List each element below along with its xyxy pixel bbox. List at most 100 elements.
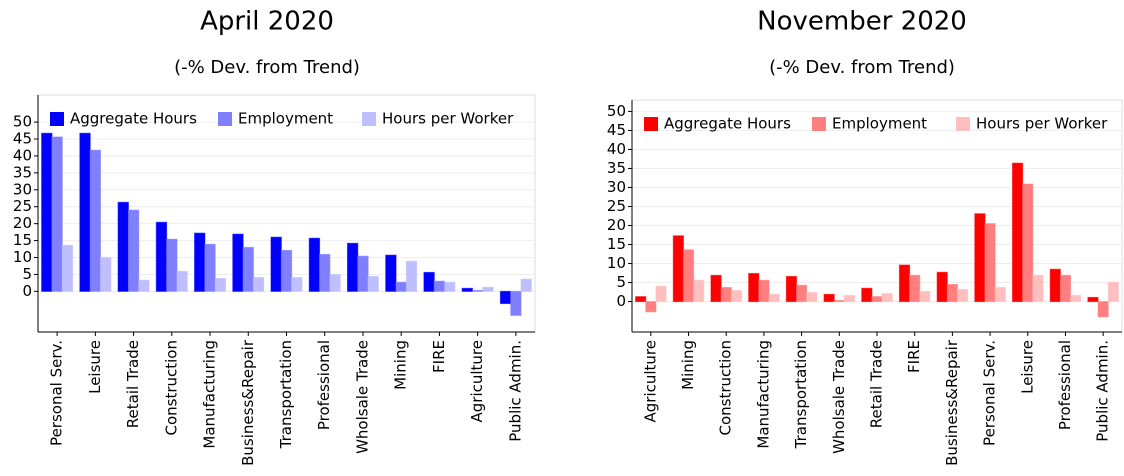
bar: [395, 281, 407, 292]
y-tick-label: 35: [607, 159, 626, 177]
bar: [946, 283, 958, 303]
x-tick-label: Construction: [162, 340, 180, 436]
x-tick-label: Personal Serv.: [981, 340, 999, 446]
legend-swatch: [362, 112, 376, 126]
bar: [117, 201, 129, 292]
bar: [843, 294, 856, 303]
legend-label: Employment: [238, 110, 333, 128]
bar: [1097, 301, 1109, 318]
bar: [956, 288, 969, 303]
bar: [833, 299, 845, 303]
y-tick-label: 0: [616, 292, 626, 310]
legend-label: Employment: [832, 115, 927, 133]
bar: [796, 284, 808, 303]
y-tick-label: 35: [13, 163, 32, 181]
legend-swatch: [50, 112, 64, 126]
bar: [974, 213, 986, 303]
x-tick-label: Retail Trade: [124, 340, 142, 428]
x-tick-label: Business&Repair: [943, 339, 961, 466]
bar: [482, 286, 494, 292]
bar: [308, 237, 321, 292]
bar: [1012, 162, 1024, 303]
bar: [291, 276, 303, 292]
x-tick-label: Wholsale Trade: [353, 340, 371, 454]
y-tick-label: 10: [607, 254, 626, 272]
x-tick-label: Manufacturing: [754, 340, 772, 449]
y-tick-label: 25: [607, 197, 626, 215]
bar: [984, 223, 996, 303]
y-tick-label: 20: [13, 214, 32, 232]
y-tick-label: 45: [607, 121, 626, 139]
bar: [127, 209, 140, 292]
bar: [1087, 296, 1099, 303]
bar: [499, 290, 512, 305]
x-tick-label: FIRE: [430, 340, 448, 373]
legend-label: Hours per Worker: [976, 115, 1108, 133]
legend-swatch: [218, 112, 232, 126]
legend-swatch: [644, 117, 658, 131]
bar: [166, 238, 178, 292]
bar: [730, 290, 742, 303]
x-tick-label: Mining: [392, 340, 410, 390]
chart-title: November 2020: [757, 7, 967, 37]
legend-label: Hours per Worker: [382, 110, 514, 128]
bar: [357, 255, 369, 292]
bar: [319, 253, 331, 292]
bar: [194, 232, 206, 292]
y-tick-label: 30: [13, 180, 32, 198]
legend-swatch: [956, 117, 970, 131]
bar: [823, 293, 835, 303]
bar: [471, 289, 484, 292]
chart-title: April 2020: [200, 7, 334, 37]
bar: [1049, 268, 1061, 303]
y-tick-label: 5: [22, 265, 32, 283]
legend-swatch: [812, 117, 826, 131]
x-tick-label: Transportation: [792, 340, 810, 449]
legend-label: Aggregate Hours: [664, 115, 791, 133]
bar: [100, 257, 112, 292]
x-tick-label: Agriculture: [641, 340, 659, 423]
bar: [405, 260, 418, 292]
y-tick-label: 5: [616, 273, 626, 291]
y-tick-label: 15: [13, 231, 32, 249]
bar: [758, 279, 770, 303]
y-tick-label: 10: [13, 248, 32, 266]
bar: [232, 233, 244, 292]
bar: [252, 276, 265, 292]
bar: [346, 242, 359, 292]
x-tick-label: Transportation: [277, 340, 295, 449]
bar: [881, 293, 893, 303]
bar: [89, 149, 102, 292]
bar: [444, 281, 456, 292]
x-tick-label: FIRE: [905, 340, 923, 373]
legend-label: Aggregate Hours: [70, 110, 197, 128]
y-tick-label: 15: [607, 235, 626, 253]
bar: [1059, 274, 1072, 303]
bar: [423, 271, 435, 292]
bar: [242, 246, 254, 292]
bar: [710, 274, 722, 303]
x-tick-label: Personal Serv.: [48, 340, 66, 446]
bar: [919, 290, 931, 303]
y-tick-label: 0: [22, 282, 32, 300]
bar: [214, 278, 227, 292]
x-tick-label: Public Admin.: [1094, 340, 1112, 442]
bar: [1070, 294, 1082, 303]
y-tick-label: 40: [607, 140, 626, 158]
bar: [329, 273, 341, 292]
bar: [748, 272, 760, 303]
bar: [994, 287, 1006, 303]
bar: [720, 287, 732, 303]
bar: [693, 279, 705, 303]
bar: [1107, 281, 1119, 303]
x-tick-label: Professional: [1056, 340, 1074, 430]
x-tick-label: Leisure: [86, 340, 104, 394]
y-tick-label: 20: [607, 216, 626, 234]
bar: [645, 301, 657, 313]
y-tick-label: 30: [607, 178, 626, 196]
bar: [433, 280, 446, 292]
bar: [682, 249, 695, 303]
x-tick-label: Wholsale Trade: [830, 340, 848, 454]
